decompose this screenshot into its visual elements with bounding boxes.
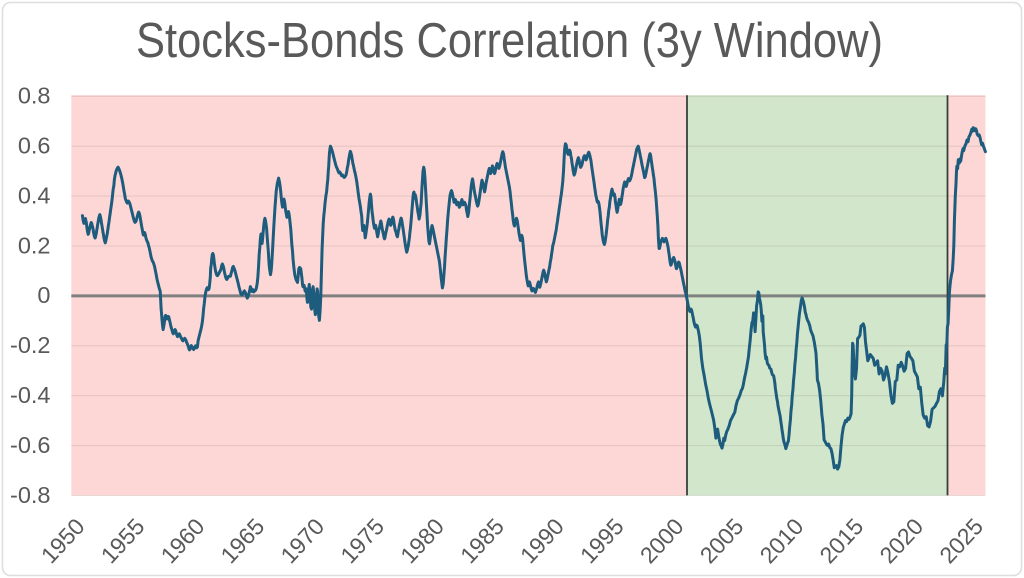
svg-text:-0.6: -0.6 — [10, 432, 51, 458]
svg-text:-0.2: -0.2 — [10, 332, 51, 358]
svg-text:0: 0 — [37, 282, 50, 308]
svg-text:0.2: 0.2 — [18, 232, 51, 258]
svg-text:0.4: 0.4 — [18, 182, 51, 208]
svg-text:0.6: 0.6 — [18, 133, 51, 159]
svg-text:0.8: 0.8 — [18, 83, 51, 109]
svg-text:-0.4: -0.4 — [10, 382, 51, 408]
svg-text:-0.8: -0.8 — [10, 482, 51, 508]
svg-text:Stocks-Bonds Correlation (3y W: Stocks-Bonds Correlation (3y Window) — [136, 14, 883, 68]
